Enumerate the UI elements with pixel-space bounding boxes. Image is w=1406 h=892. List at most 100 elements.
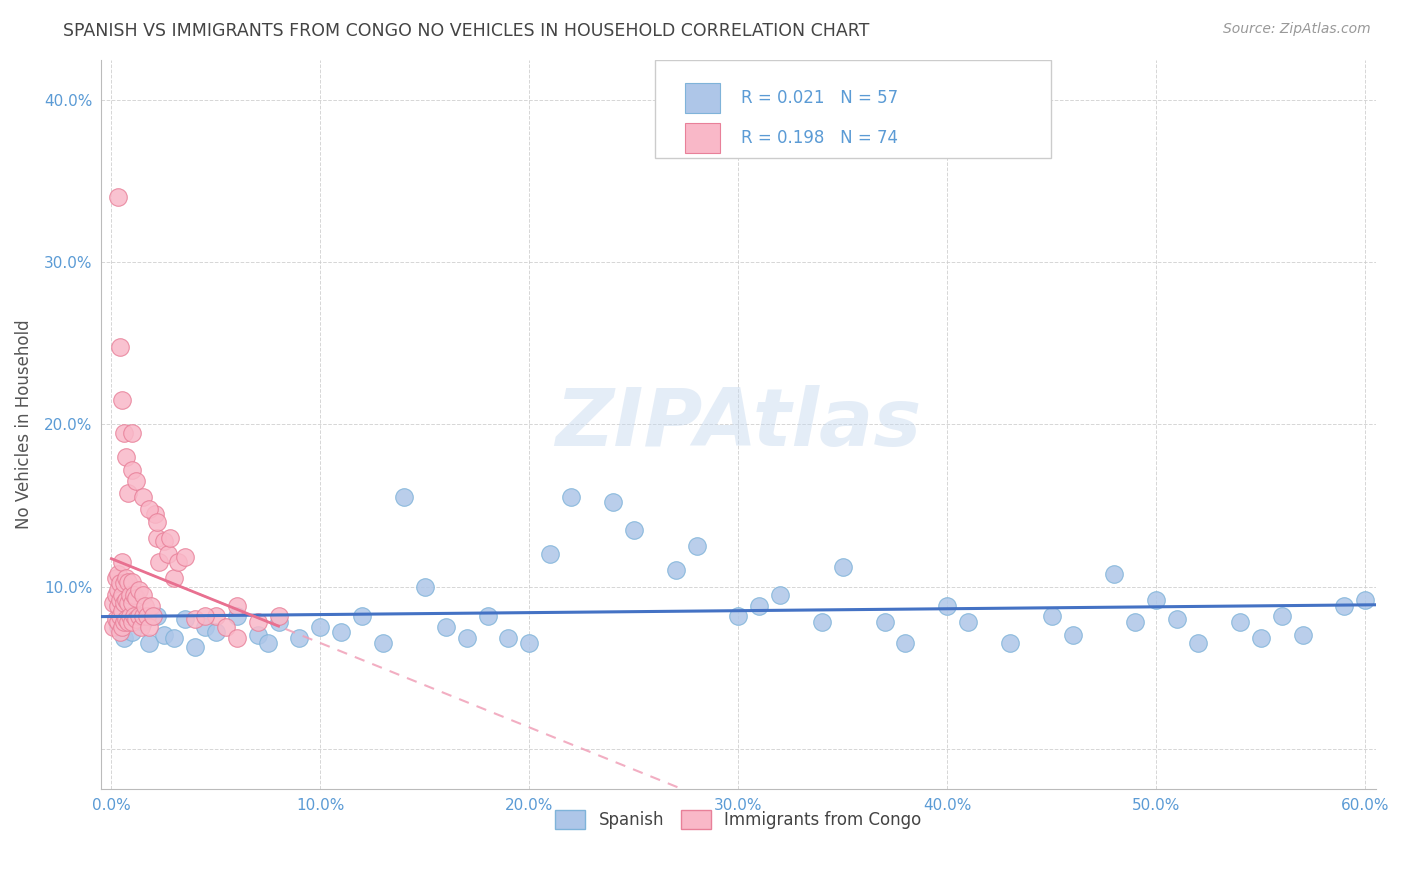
Point	[352, 608, 374, 623]
Point	[560, 491, 582, 505]
Point	[1229, 615, 1251, 630]
Point	[103, 596, 125, 610]
Point	[1040, 608, 1063, 623]
Point	[115, 571, 138, 585]
Point	[121, 596, 143, 610]
Point	[143, 507, 166, 521]
Point	[1291, 628, 1313, 642]
Point	[112, 615, 135, 630]
Bar	[685, 83, 720, 113]
Point	[117, 596, 139, 610]
Point	[173, 612, 195, 626]
Text: R = 0.198   N = 74: R = 0.198 N = 74	[741, 129, 898, 147]
Point	[115, 592, 138, 607]
Text: SPANISH VS IMMIGRANTS FROM CONGO NO VEHICLES IN HOUSEHOLD CORRELATION CHART: SPANISH VS IMMIGRANTS FROM CONGO NO VEHI…	[63, 22, 870, 40]
Point	[246, 615, 269, 630]
Point	[477, 608, 499, 623]
Bar	[685, 123, 720, 153]
Point	[125, 474, 148, 488]
Point	[1125, 615, 1147, 630]
Point	[138, 636, 160, 650]
Point	[111, 555, 134, 569]
Point	[146, 608, 169, 623]
Point	[115, 612, 138, 626]
Point	[107, 582, 129, 597]
Point	[225, 599, 247, 613]
Point	[225, 608, 247, 623]
Point	[128, 582, 150, 597]
Point	[173, 550, 195, 565]
Point	[139, 599, 162, 613]
Point	[108, 592, 131, 607]
Point	[138, 620, 160, 634]
Point	[517, 636, 540, 650]
Point	[748, 599, 770, 613]
Point	[498, 632, 520, 646]
Point	[112, 425, 135, 440]
Point	[120, 588, 142, 602]
Point	[121, 624, 143, 639]
Point	[538, 547, 561, 561]
Point	[167, 555, 190, 569]
Point	[121, 574, 143, 589]
Point	[998, 636, 1021, 650]
Point	[257, 636, 280, 650]
Point	[811, 615, 834, 630]
Point	[1144, 592, 1167, 607]
Point	[111, 588, 134, 602]
Point	[1104, 566, 1126, 581]
Point	[957, 615, 980, 630]
Point	[665, 563, 688, 577]
Point	[936, 599, 959, 613]
Point	[108, 624, 131, 639]
FancyBboxPatch shape	[655, 60, 1050, 158]
Point	[194, 608, 217, 623]
Point	[112, 576, 135, 591]
Point	[107, 190, 129, 204]
Point	[107, 599, 129, 613]
Point	[112, 632, 135, 646]
Point	[152, 628, 174, 642]
Point	[434, 620, 457, 634]
Point	[288, 632, 311, 646]
Point	[215, 620, 238, 634]
Point	[246, 628, 269, 642]
Point	[108, 576, 131, 591]
Point	[159, 531, 181, 545]
Point	[873, 615, 896, 630]
Point	[132, 588, 155, 602]
Point	[120, 608, 142, 623]
Point	[1062, 628, 1084, 642]
Point	[111, 393, 134, 408]
Point	[128, 608, 150, 623]
Point	[194, 620, 217, 634]
Point	[267, 608, 290, 623]
Point	[121, 425, 143, 440]
Point	[1333, 599, 1355, 613]
Point	[117, 485, 139, 500]
Text: ZIPAtlas: ZIPAtlas	[555, 385, 921, 464]
Point	[148, 555, 170, 569]
Point	[371, 636, 394, 650]
Point	[205, 624, 228, 639]
Point	[267, 615, 290, 630]
Point	[108, 608, 131, 623]
Point	[117, 574, 139, 589]
Point	[121, 463, 143, 477]
Point	[330, 624, 353, 639]
Point	[132, 491, 155, 505]
Point	[138, 501, 160, 516]
Point	[392, 491, 415, 505]
Point	[129, 620, 152, 634]
Point	[894, 636, 917, 650]
Point	[125, 612, 148, 626]
Point	[456, 632, 478, 646]
Point	[163, 571, 186, 585]
Point	[1187, 636, 1209, 650]
Point	[104, 588, 127, 602]
Point	[121, 615, 143, 630]
Point	[205, 608, 228, 623]
Point	[112, 596, 135, 610]
Point	[225, 632, 247, 646]
Point	[117, 615, 139, 630]
